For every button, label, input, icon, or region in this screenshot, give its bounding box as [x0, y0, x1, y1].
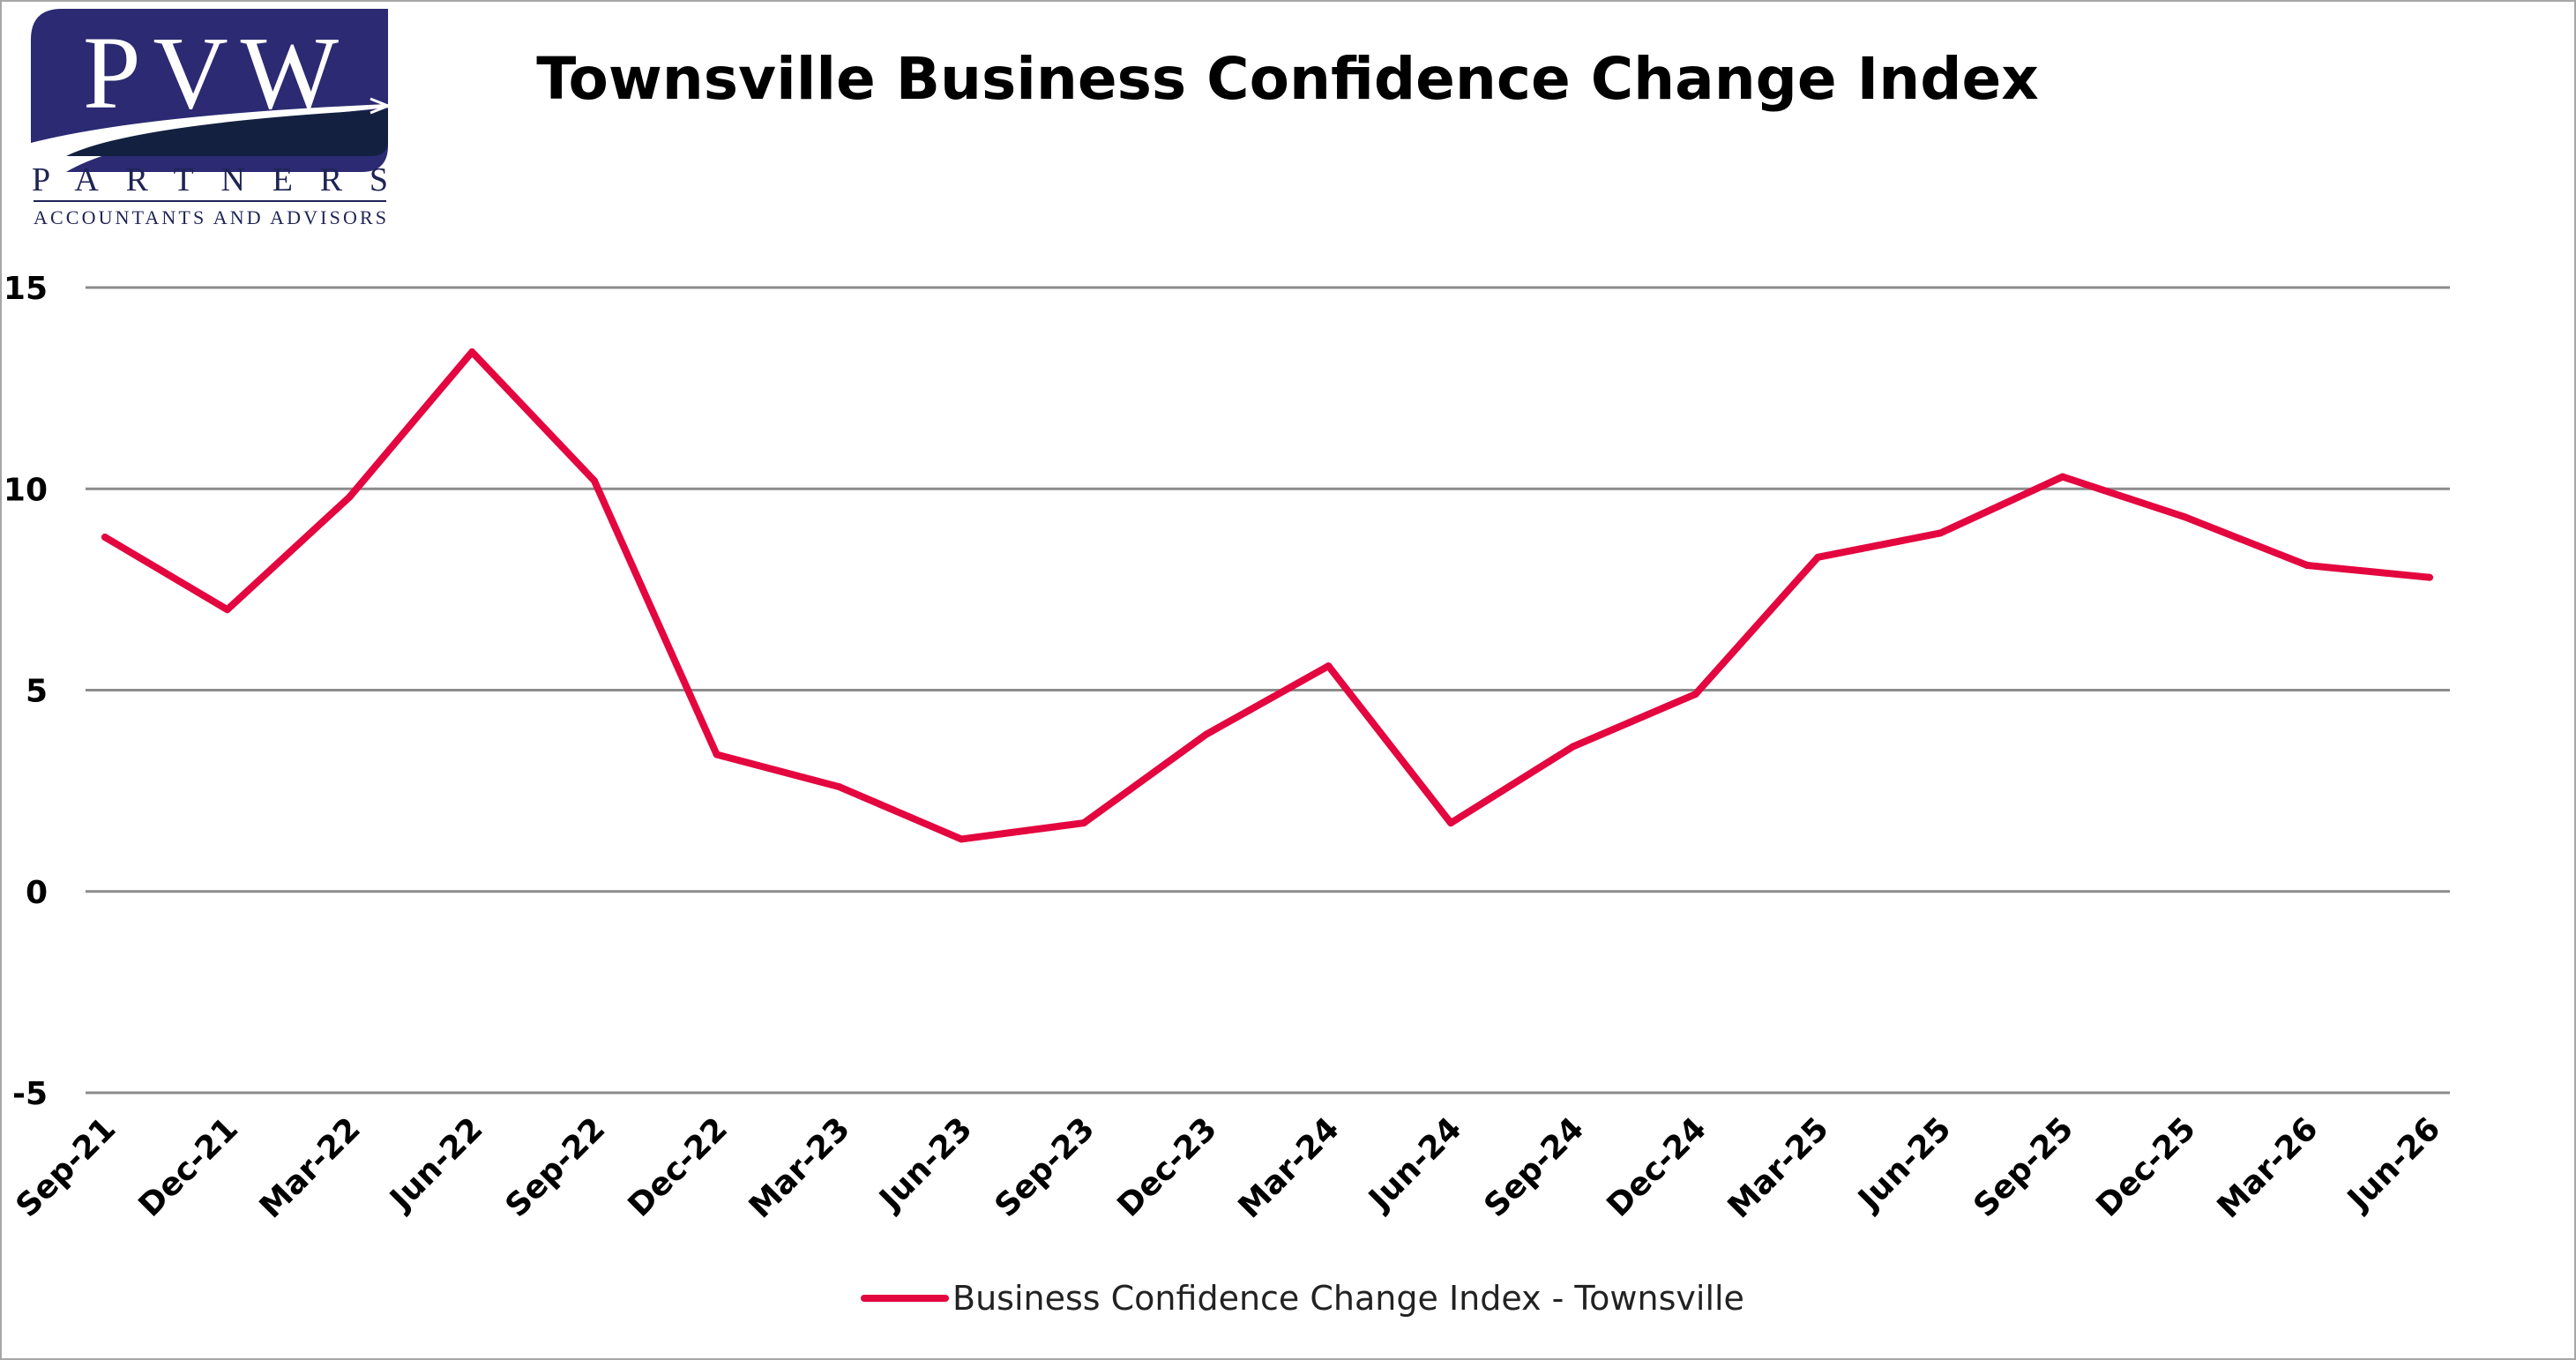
- data-point: [1569, 743, 1577, 751]
- x-tick-label: Dec-23: [1111, 1110, 1224, 1223]
- svg-text:PVW: PVW: [83, 15, 340, 131]
- data-point: [713, 751, 721, 758]
- data-point: [1691, 691, 1699, 699]
- x-tick-label: Jun-22: [382, 1110, 490, 1219]
- x-tick-label: Dec-22: [622, 1110, 735, 1223]
- y-tick-label: 5: [26, 674, 48, 710]
- x-tick-label: Mar-22: [253, 1110, 368, 1225]
- y-tick-label: 10: [4, 472, 48, 508]
- data-point: [223, 606, 231, 614]
- y-tick-label: -5: [12, 1076, 48, 1112]
- data-point: [835, 783, 843, 791]
- data-point: [468, 348, 476, 356]
- x-tick-label: Mar-23: [743, 1110, 857, 1225]
- svg-text:ACCOUNTANTS AND ADVISORS: ACCOUNTANTS AND ADVISORS: [34, 206, 386, 228]
- y-tick-label: 15: [4, 271, 48, 307]
- data-point: [590, 477, 598, 485]
- x-tick-label: Sep-22: [499, 1110, 613, 1224]
- data-point: [1202, 730, 1210, 738]
- gridlines: [86, 286, 2450, 1095]
- x-tick-label: Jun-26: [2340, 1110, 2448, 1219]
- data-point: [958, 835, 966, 843]
- legend-label: Business Confidence Change Index - Towns…: [952, 1279, 1744, 1318]
- data-point: [1325, 662, 1333, 670]
- data-point: [2181, 513, 2189, 521]
- x-tick-label: Sep-25: [1967, 1110, 2080, 1224]
- x-tick-label: Mar-25: [1721, 1110, 1836, 1225]
- x-tick-label: Dec-24: [1600, 1110, 1713, 1223]
- x-tick-label: Jun-25: [1850, 1110, 1959, 1219]
- data-point: [1079, 819, 1087, 827]
- data-points: [101, 348, 2433, 843]
- x-tick-label: Dec-25: [2089, 1110, 2202, 1223]
- data-point: [2303, 561, 2311, 569]
- x-tick-label: Mar-26: [2211, 1110, 2326, 1225]
- y-tick-label: 0: [26, 875, 48, 911]
- data-point: [1937, 529, 1945, 537]
- x-tick-label: Sep-24: [1477, 1110, 1591, 1224]
- legend: Business Confidence Change Index - Towns…: [861, 1279, 1744, 1318]
- data-point: [2058, 473, 2066, 481]
- x-tick-label: Sep-23: [988, 1110, 1101, 1224]
- pvw-logo: PVW PARTNERS ACCOUNTANTS AND ADVISORS: [31, 9, 392, 228]
- data-point: [101, 534, 108, 542]
- data-point: [1814, 553, 1822, 561]
- x-axis-ticks: Sep-21 Dec-21 Mar-22 Jun-22 Sep-22 Dec-22 Mar-…: [10, 1110, 2448, 1225]
- chart-title: Townsville Business Confidence Change In…: [536, 45, 2039, 113]
- y-axis-ticks: 15 10 5 0 -5: [4, 271, 48, 1112]
- x-tick-label: Jun-23: [871, 1110, 980, 1219]
- series-line: [101, 348, 2433, 843]
- x-tick-label: Mar-24: [1232, 1110, 1347, 1225]
- x-tick-label: Sep-21: [10, 1110, 123, 1224]
- data-point: [1447, 819, 1455, 827]
- data-point: [346, 493, 354, 501]
- x-tick-label: Jun-24: [1361, 1110, 1469, 1219]
- data-point: [2426, 573, 2433, 581]
- x-tick-label: Dec-21: [132, 1110, 245, 1223]
